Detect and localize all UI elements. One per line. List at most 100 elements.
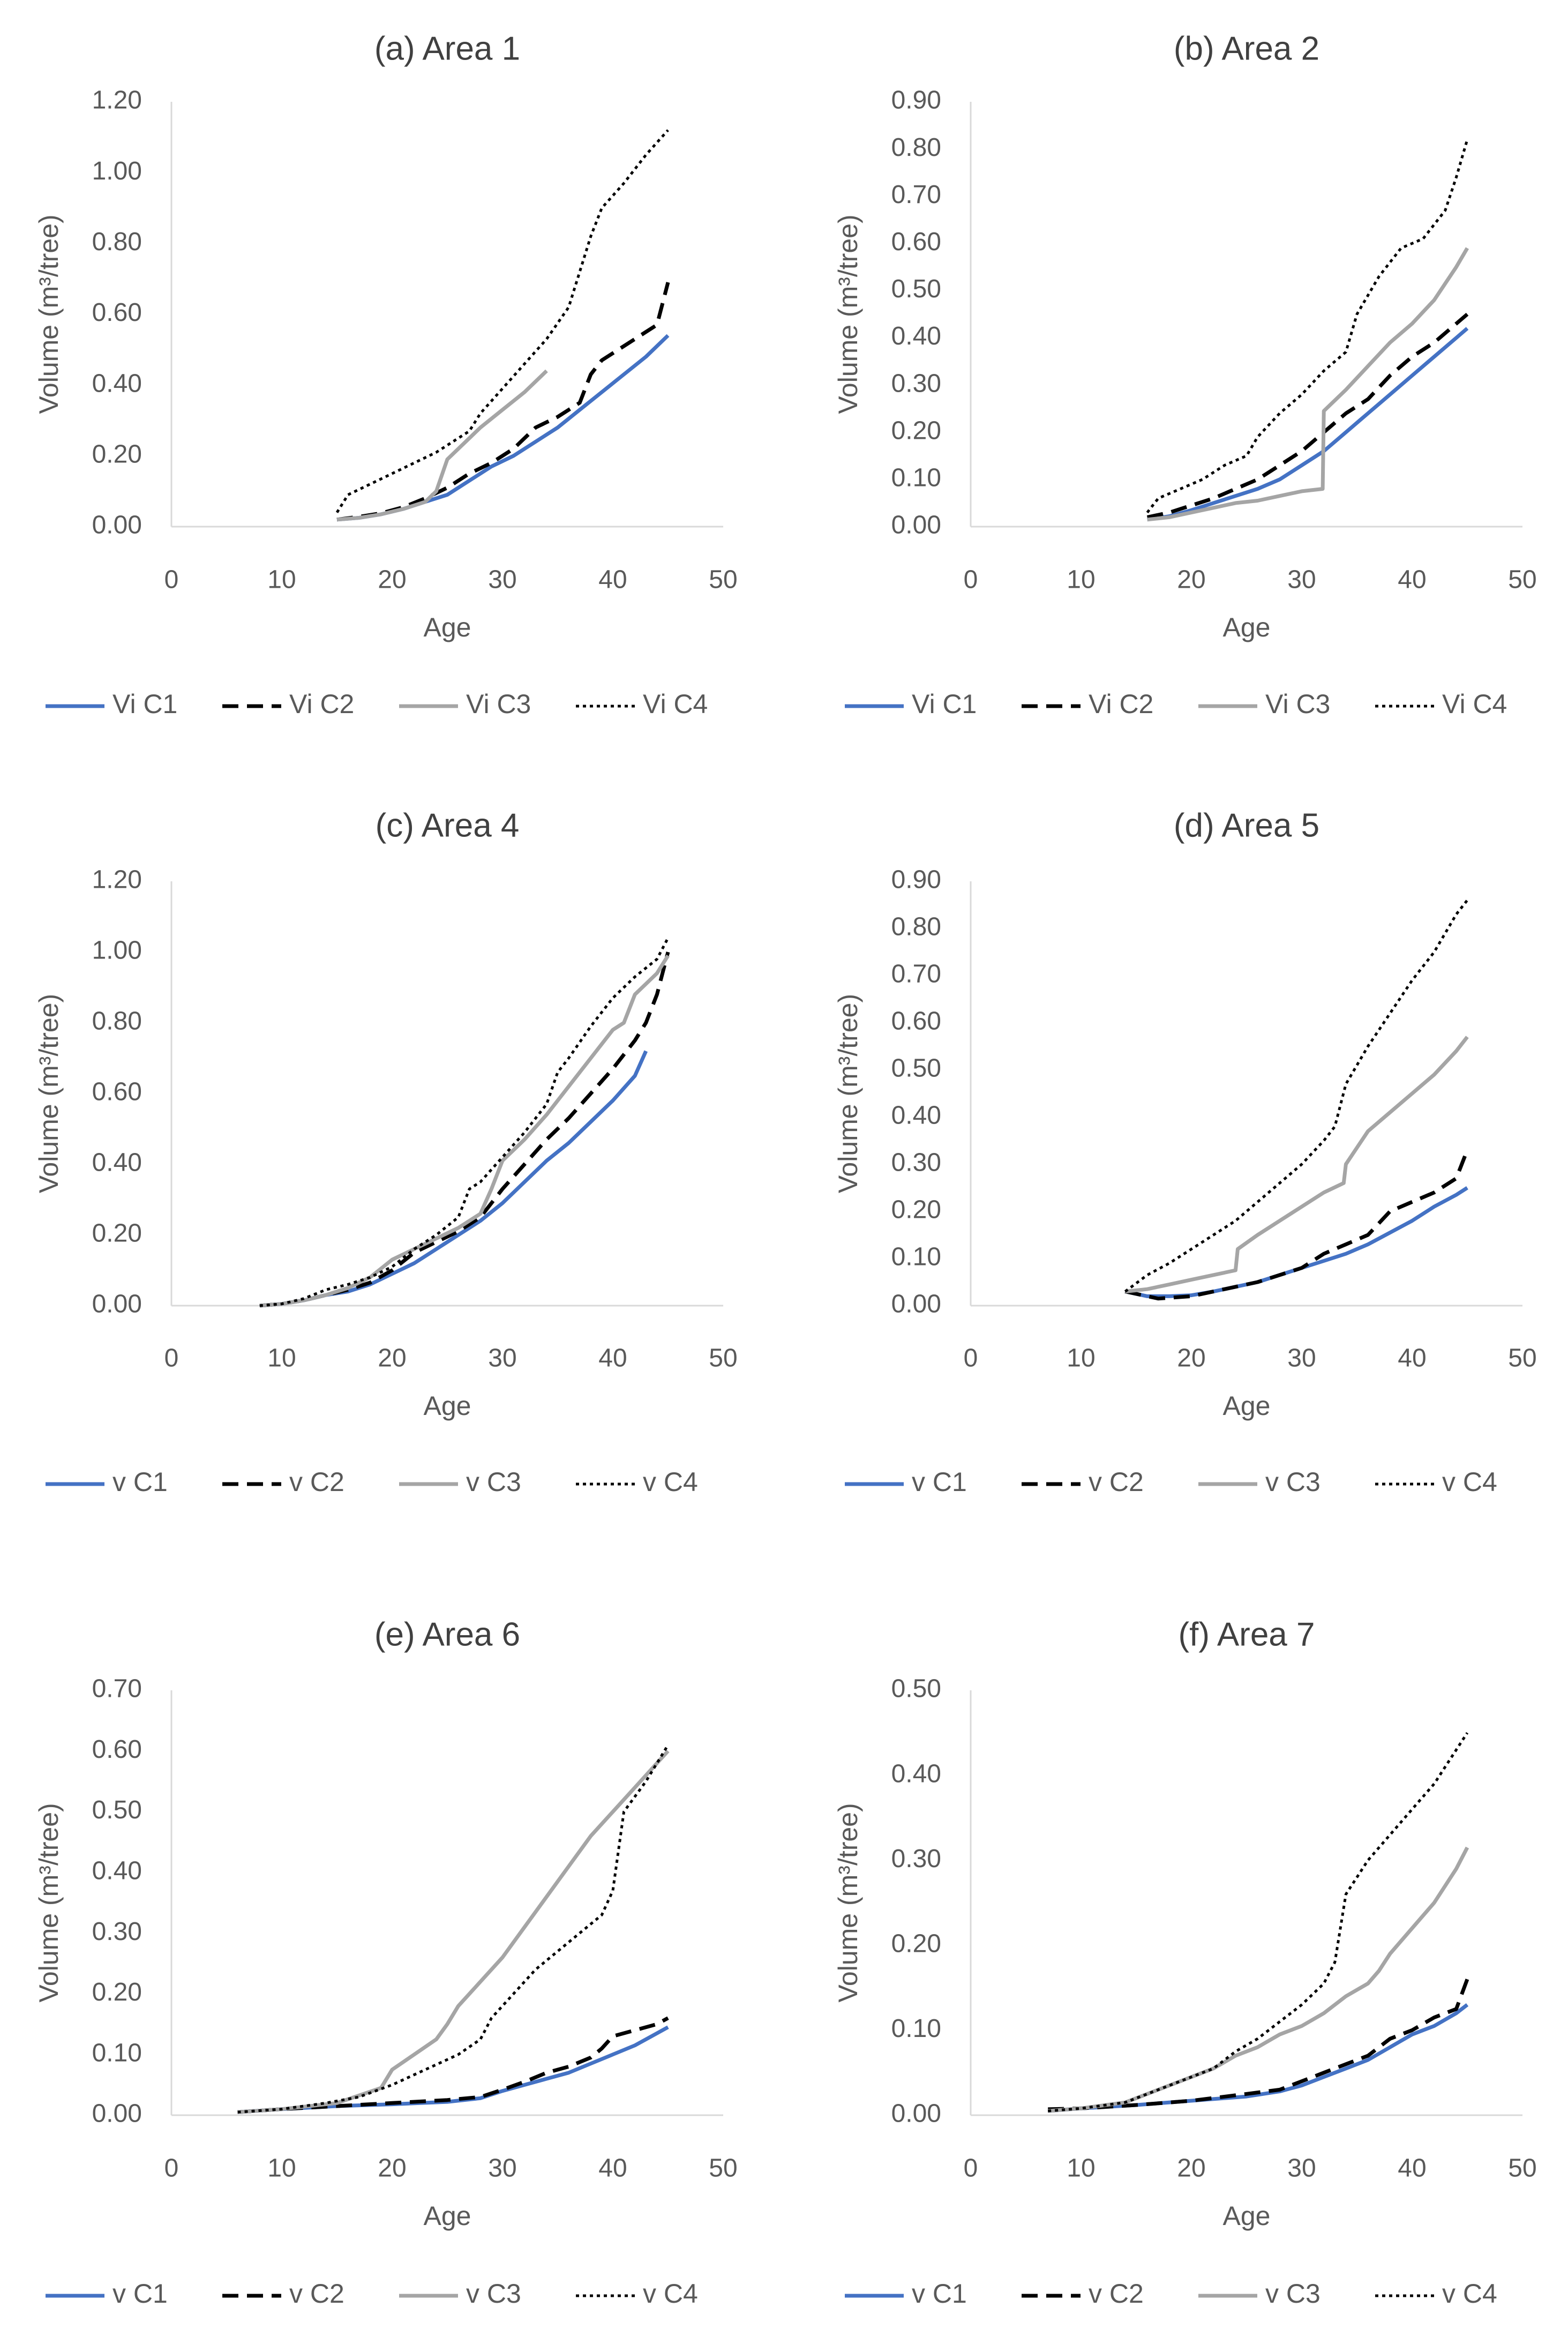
x-tick-label: 40	[598, 566, 627, 594]
legend-label: v C3	[1265, 2279, 1321, 2309]
y-axis-label: Volume (m³/tree)	[34, 214, 64, 414]
series-line-c3	[259, 954, 670, 1308]
y-tick-label: 1.20	[92, 866, 142, 894]
y-axis-label: Volume (m³/tree)	[833, 1803, 863, 2002]
x-tick-label: 0	[964, 566, 978, 594]
y-tick-label: 0.00	[92, 511, 142, 540]
x-tick-label: 40	[598, 1344, 627, 1373]
x-tick-label: 40	[1398, 2154, 1426, 2183]
legend-label: v C3	[466, 1467, 521, 1497]
chart-panel-2: (b) Area 2 0.00 0.10 0.20 0.30 0.40 0.50 0.60 0.…	[833, 30, 1536, 719]
y-tick-label: 0.30	[891, 1149, 941, 1177]
x-tick-label: 30	[488, 1344, 516, 1373]
legend-label: Vi C4	[1442, 689, 1507, 719]
legend-label: Vi C3	[1265, 689, 1330, 719]
y-tick-label: 0.00	[92, 2100, 142, 2128]
y-axis-label: Volume (m³/tree)	[34, 994, 64, 1193]
y-axis-label: Volume (m³/tree)	[833, 994, 863, 1193]
chart-panel-1: (a) Area 1 0.00 0.20 0.40 0.60 0.80 1.00 1.20 0 1…	[34, 30, 737, 719]
y-tick-label: 0.00	[92, 1290, 142, 1319]
y-tick-label: 0.60	[891, 228, 941, 256]
x-tick-label: 0	[164, 2154, 179, 2183]
y-tick-label: 0.60	[92, 1735, 142, 1764]
y-tick-label: 0.80	[92, 228, 142, 256]
x-tick-label: 40	[598, 2154, 627, 2183]
y-tick-label: 0.60	[92, 1078, 142, 1106]
x-axis-label: Age	[424, 1391, 471, 1421]
series-line-c2	[336, 282, 670, 522]
y-tick-label: 1.20	[92, 86, 142, 115]
legend-label: v C1	[912, 2279, 967, 2309]
y-tick-label: 0.20	[92, 440, 142, 469]
legend-label: v C2	[1089, 2279, 1144, 2309]
y-tick-label: 0.20	[92, 1219, 142, 1248]
y-tick-label: 0.10	[92, 2039, 142, 2067]
chart-panel-4: (d) Area 5 0.00 0.10 0.20 0.30 0.40 0.50 0.60 0.…	[833, 807, 1536, 1497]
y-tick-label: 0.50	[891, 1054, 941, 1083]
y-tick-label: 0.80	[891, 133, 941, 162]
y-tick-label: 0.40	[92, 369, 142, 398]
y-tick-label: 0.80	[92, 1007, 142, 1036]
y-tick-label: 0.30	[92, 1917, 142, 1946]
x-axis-label: Age	[1223, 2201, 1271, 2231]
y-tick-label: 0.20	[891, 416, 941, 445]
series-line-c3	[1125, 1036, 1469, 1294]
y-tick-label: 0.70	[891, 960, 941, 988]
x-tick-label: 0	[164, 1344, 179, 1373]
chart-title: (d) Area 5	[1174, 807, 1319, 844]
y-tick-label: 0.20	[891, 1196, 941, 1224]
x-tick-label: 40	[1398, 566, 1426, 594]
y-tick-label: 1.00	[92, 157, 142, 185]
legend-label: v C4	[643, 1467, 698, 1497]
y-tick-label: 0.60	[92, 298, 142, 327]
y-tick-label: 0.20	[891, 1929, 941, 1958]
y-tick-label: 0.80	[891, 913, 941, 941]
legend-label: v C2	[1089, 1467, 1144, 1497]
x-tick-label: 10	[267, 566, 296, 594]
legend-label: v C1	[112, 2279, 168, 2309]
series-line-c1	[1047, 2003, 1469, 2113]
y-tick-label: 0.20	[92, 1978, 142, 2006]
legend-label: v C2	[289, 2279, 344, 2309]
y-tick-label: 0.30	[891, 369, 941, 398]
y-tick-label: 0.40	[891, 1102, 941, 1130]
x-tick-label: 10	[1067, 1344, 1095, 1373]
y-tick-label: 0.00	[891, 1290, 941, 1319]
y-tick-label: 0.70	[891, 181, 941, 209]
x-tick-label: 20	[378, 1344, 406, 1373]
x-tick-label: 10	[267, 1344, 296, 1373]
x-axis-label: Age	[1223, 612, 1271, 642]
x-tick-label: 50	[709, 566, 737, 594]
y-tick-label: 0.40	[891, 322, 941, 350]
x-tick-label: 0	[964, 2154, 978, 2183]
y-tick-label: 0.30	[891, 1845, 941, 1873]
series-line-c2	[259, 952, 670, 1308]
x-axis-label: Age	[424, 2201, 471, 2231]
y-tick-label: 0.50	[891, 275, 941, 303]
legend-label: Vi C3	[466, 689, 531, 719]
series-line-c1	[237, 2025, 669, 2114]
chart-panel-5: (e) Area 6 0.00 0.10 0.20 0.30 0.40 0.50 0.60 0.…	[34, 1616, 737, 2309]
x-tick-label: 30	[1287, 1344, 1316, 1373]
y-tick-label: 0.40	[891, 1759, 941, 1788]
y-tick-label: 0.50	[92, 1796, 142, 1824]
y-tick-label: 0.90	[891, 866, 941, 894]
y-axis-label: Volume (m³/tree)	[34, 1803, 64, 2002]
chart-panel-6: (f) Area 7 0.00 0.10 0.20 0.30 0.40 0.50 0 10 20 3…	[833, 1616, 1536, 2309]
chart-panel-3: (c) Area 4 0.00 0.20 0.40 0.60 0.80 1.00 1.20 0 1…	[34, 807, 737, 1497]
chart-title: (e) Area 6	[374, 1616, 520, 1653]
legend-label: Vi C2	[1089, 689, 1153, 719]
legend-label: Vi C1	[912, 689, 977, 719]
legend-label: v C4	[643, 2279, 698, 2309]
x-tick-label: 50	[709, 1344, 737, 1373]
x-tick-label: 50	[1508, 1344, 1536, 1373]
series-line-c4	[335, 129, 669, 513]
y-tick-label: 0.10	[891, 464, 941, 492]
legend-label: v C3	[1265, 1467, 1321, 1497]
y-tick-label: 0.10	[891, 1243, 941, 1271]
legend-label: Vi C4	[643, 689, 708, 719]
legend-label: v C1	[112, 1467, 168, 1497]
chart-title: (a) Area 1	[374, 30, 520, 67]
series-line-c3	[336, 369, 548, 522]
x-tick-label: 20	[378, 2154, 406, 2183]
